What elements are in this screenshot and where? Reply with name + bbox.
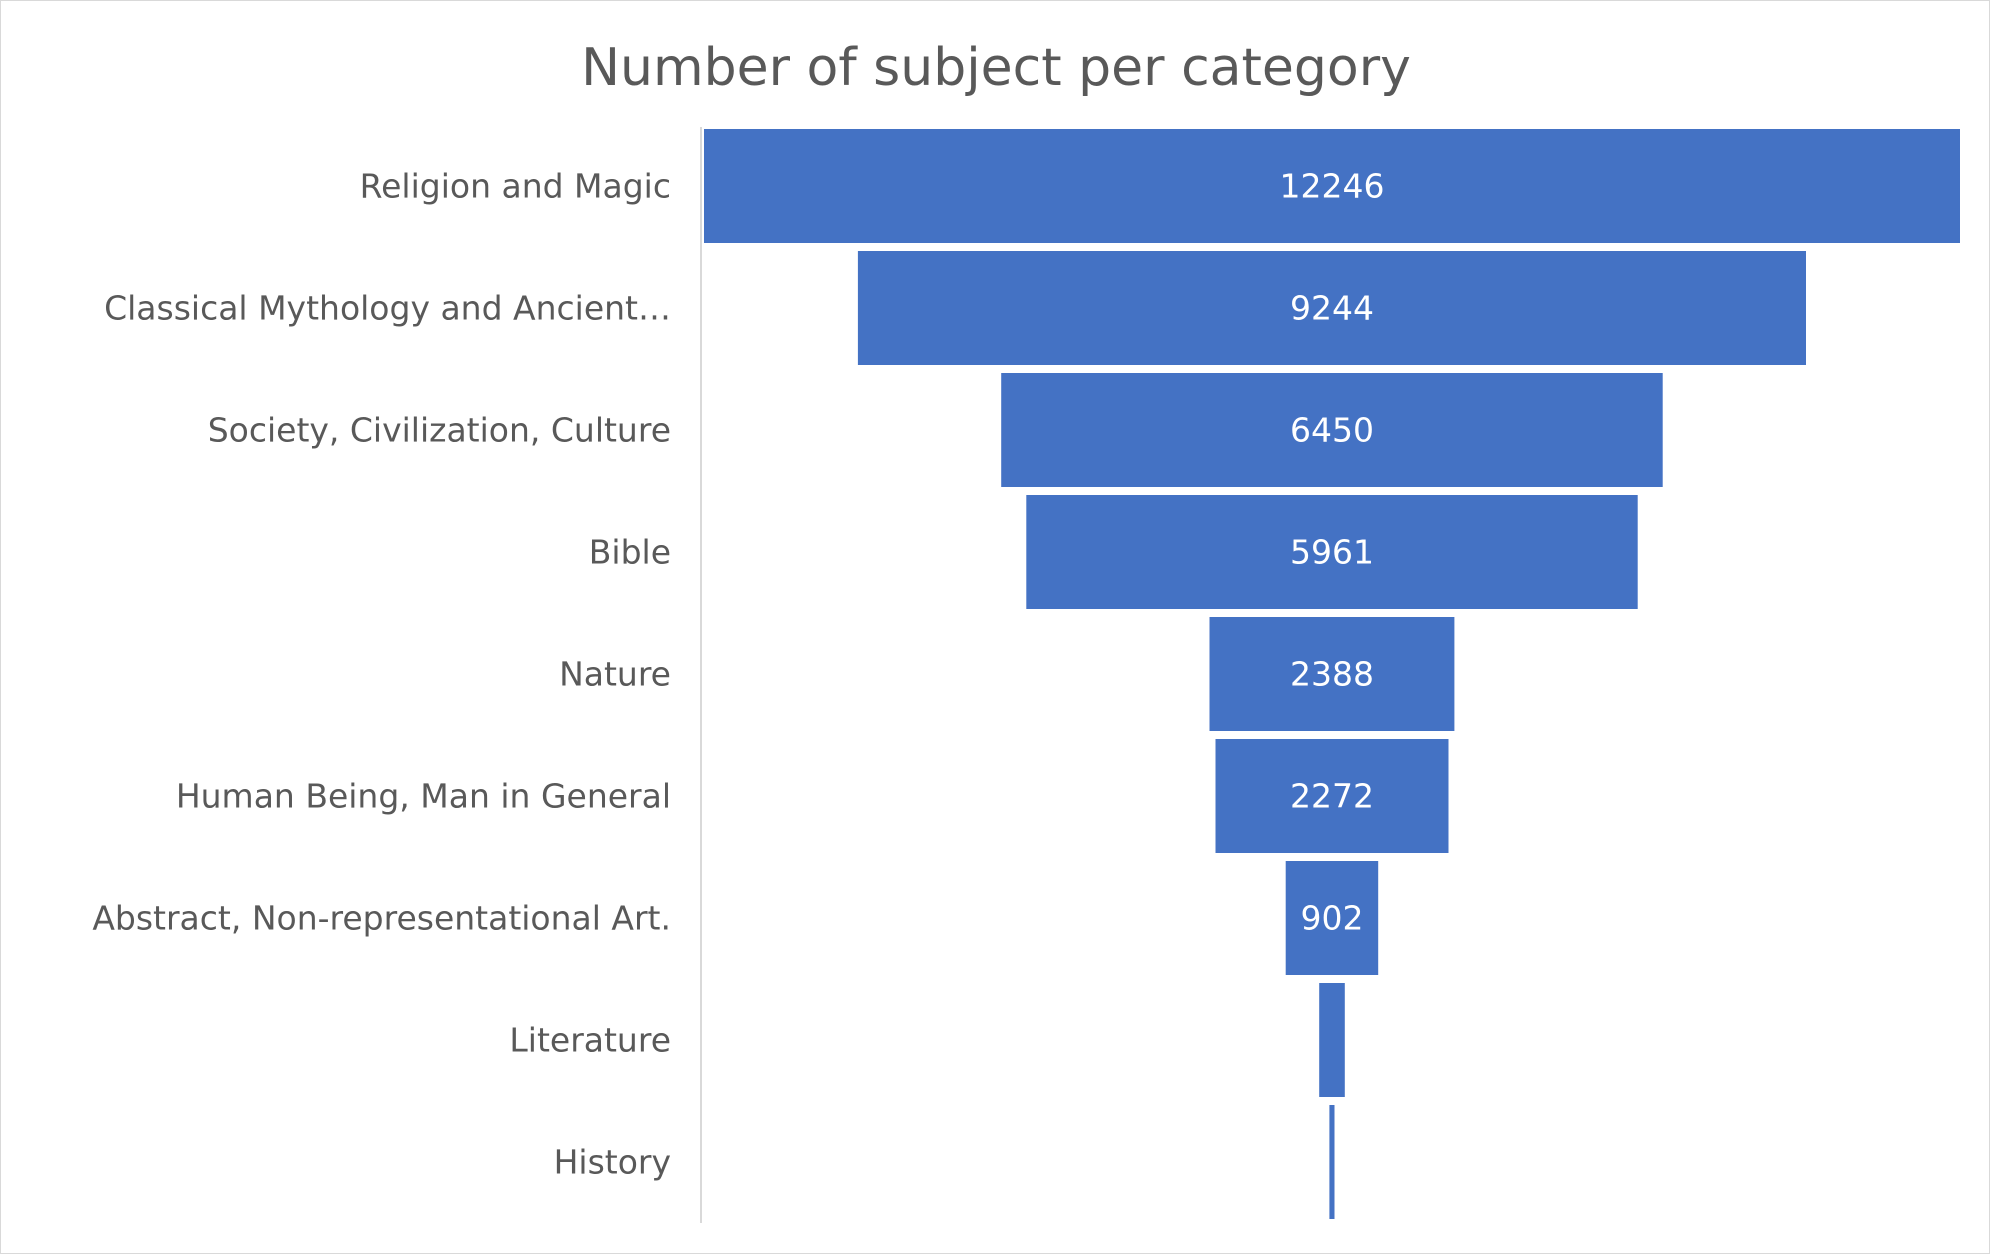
category-label: Religion and Magic <box>360 167 671 206</box>
category-label: Abstract, Non-representational Art. <box>92 899 671 938</box>
funnel-bar <box>704 129 1960 243</box>
funnel-bar <box>857 251 1806 365</box>
funnel-bar <box>1329 1105 1335 1219</box>
category-label: Society, Civilization, Culture <box>208 411 671 450</box>
funnel-bars <box>704 129 1960 1219</box>
data-label: 2388 <box>1290 655 1374 694</box>
funnel-bar <box>1001 373 1663 487</box>
data-label: 9244 <box>1290 289 1374 328</box>
category-labels: Religion and Magic Classical Mythology an… <box>92 167 671 1182</box>
data-label: 6450 <box>1290 411 1374 450</box>
category-label: Literature <box>509 1021 671 1060</box>
data-labels: 12246 9244 6450 5961 2388 2272 902 <box>1280 167 1385 938</box>
category-label: Bible <box>589 533 671 572</box>
funnel-bar <box>1026 495 1638 609</box>
funnel-bar <box>1319 983 1345 1097</box>
chart-title: Number of subject per category <box>581 38 1411 98</box>
data-label: 12246 <box>1280 167 1385 206</box>
category-label: Nature <box>559 655 671 694</box>
category-label: History <box>554 1143 671 1182</box>
category-label: Human Being, Man in General <box>176 777 671 816</box>
funnel-bar <box>1285 861 1379 975</box>
data-label: 5961 <box>1290 533 1374 572</box>
funnel-bar <box>1215 739 1449 853</box>
data-label: 2272 <box>1290 777 1374 816</box>
category-label: Classical Mythology and Ancient… <box>104 289 671 328</box>
funnel-bar <box>1209 617 1455 731</box>
data-label: 902 <box>1301 899 1364 938</box>
